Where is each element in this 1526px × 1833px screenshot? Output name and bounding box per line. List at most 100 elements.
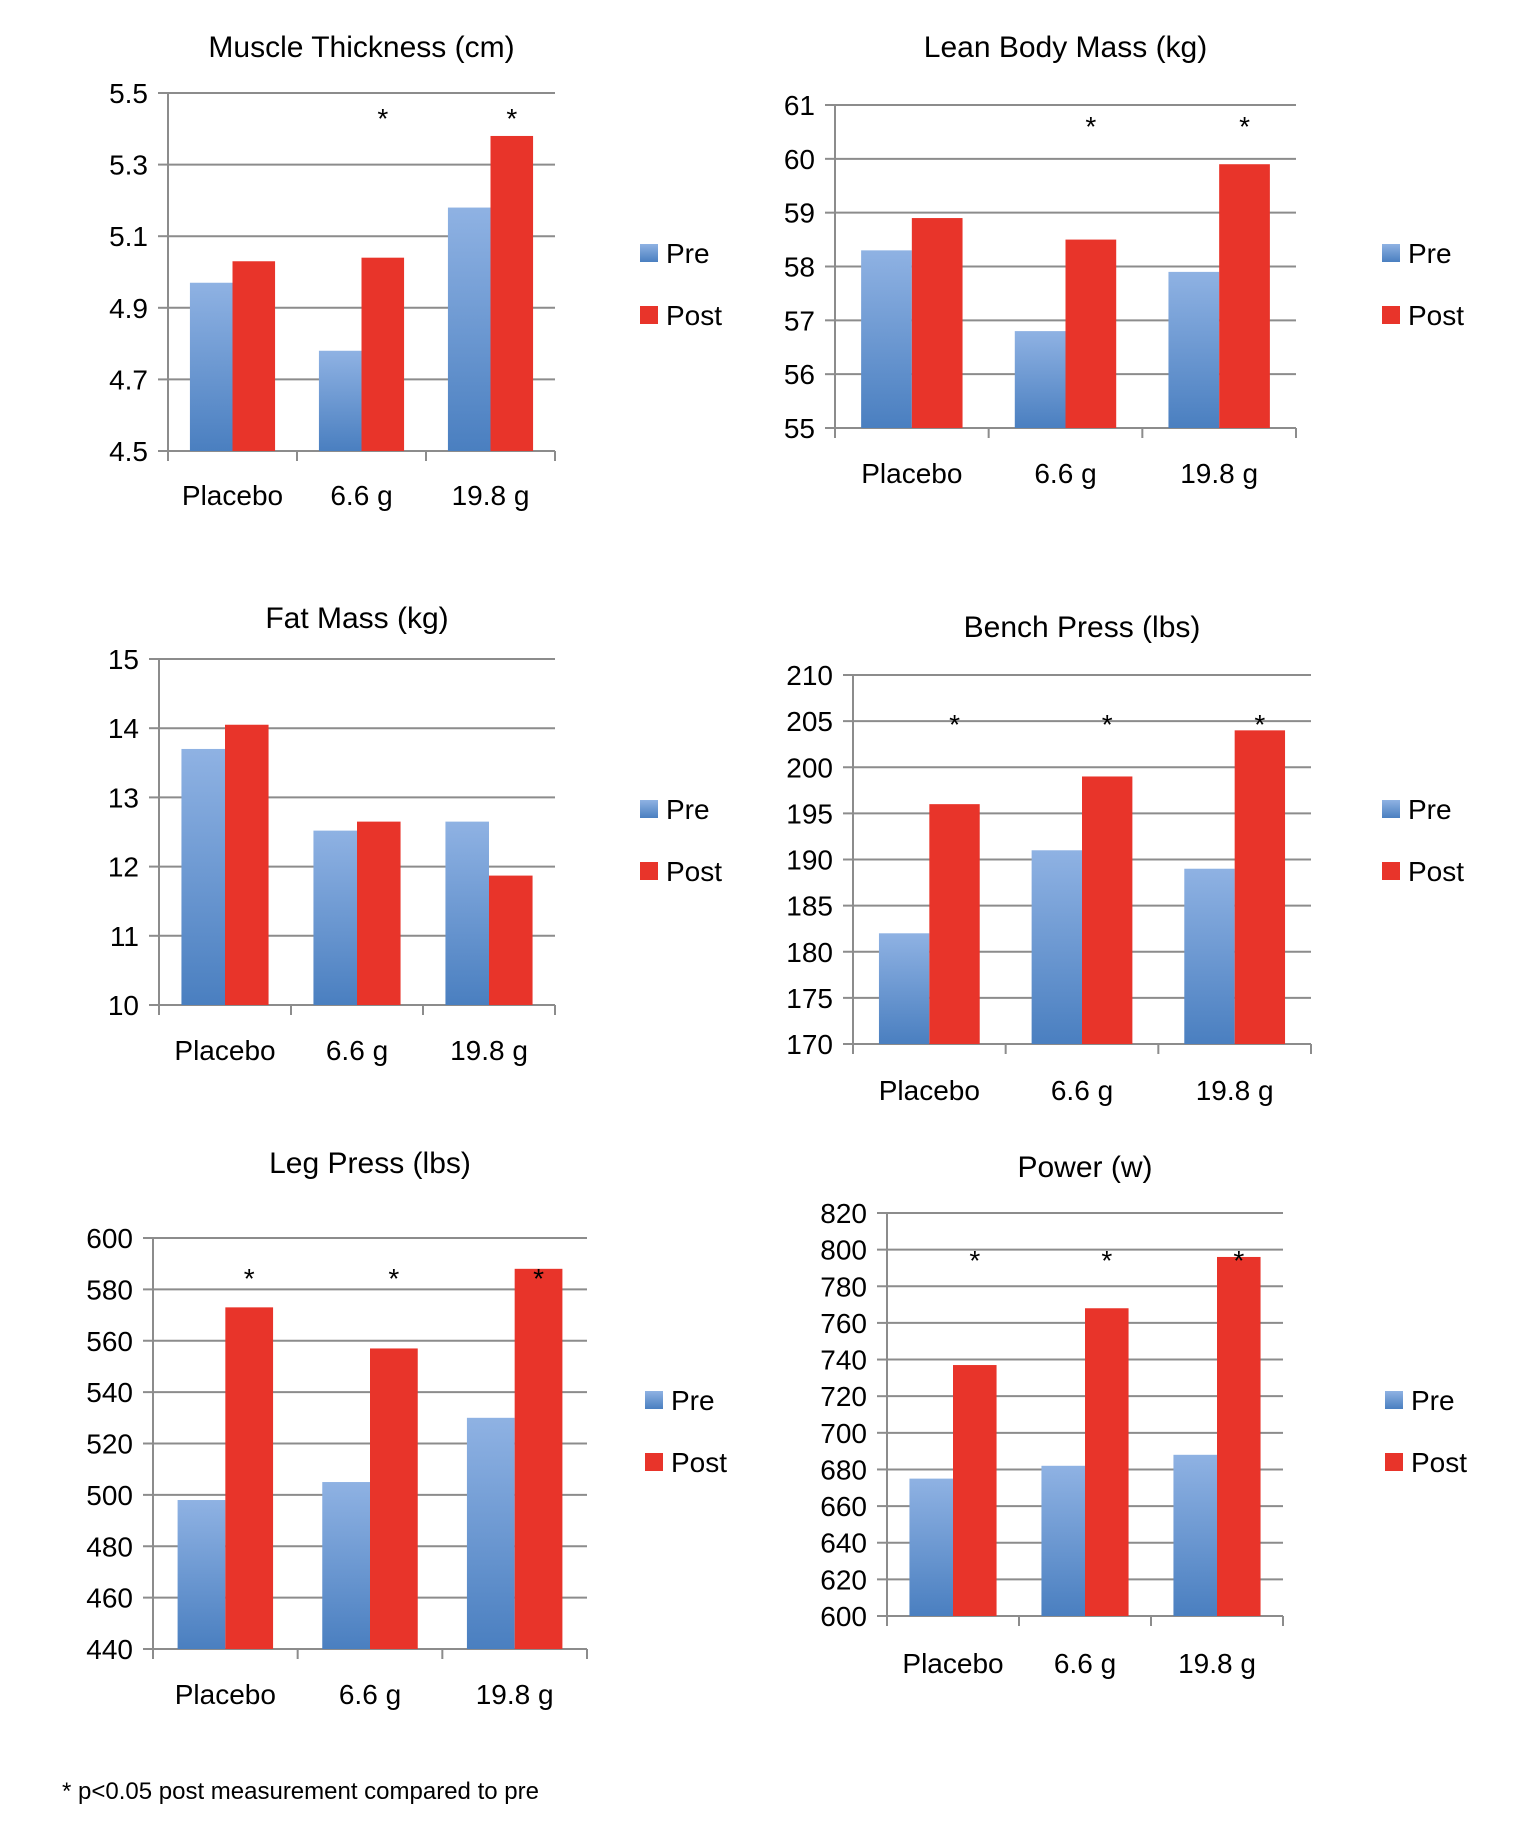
legend-label-post: Post <box>666 300 722 331</box>
y-tick-label: 680 <box>820 1454 867 1485</box>
y-tick-label: 500 <box>86 1480 133 1511</box>
x-category-label: 6.6 g <box>1054 1648 1116 1679</box>
bar-pre-3 <box>1184 868 1235 1044</box>
y-tick-label: 640 <box>820 1528 867 1559</box>
bar-pre-1 <box>189 282 233 451</box>
chart-1: Muscle Thickness (cm) 4.5 4.7 4.9 5.1 5.3 5.5 P… <box>109 31 722 511</box>
y-tick-label: 58 <box>784 252 815 283</box>
legend-label-pre: Pre <box>666 238 710 269</box>
x-category-label: 6.6 g <box>330 480 392 511</box>
bar-pre-2 <box>1041 1465 1085 1616</box>
x-category-label: 19.8 g <box>1196 1075 1274 1106</box>
y-tick-label: 620 <box>820 1564 867 1595</box>
legend-swatch-post <box>1385 1453 1403 1471</box>
y-tick-label: 14 <box>108 713 139 744</box>
x-category-label: 6.6 g <box>1034 458 1096 489</box>
bar-pre-2 <box>322 1482 370 1649</box>
y-tick-label: 5.1 <box>109 221 148 252</box>
y-tick-label: 5.3 <box>109 150 148 181</box>
bar-pre-2 <box>1031 850 1082 1044</box>
legend-swatch-pre <box>645 1391 663 1409</box>
legend-label-post: Post <box>1411 1447 1467 1478</box>
significance-star: * <box>1102 709 1113 740</box>
y-tick-label: 5.5 <box>109 78 148 109</box>
x-category-label: 19.8 g <box>1180 458 1258 489</box>
bar-pre-2 <box>313 830 357 1005</box>
significance-star: * <box>1239 111 1250 142</box>
x-category-label: Placebo <box>174 1035 275 1066</box>
y-tick-label: 210 <box>786 660 833 691</box>
x-category-label: 19.8 g <box>476 1679 554 1710</box>
chart-title: Power (w) <box>1017 1151 1152 1184</box>
significance-star: * <box>1101 1245 1112 1276</box>
bar-pre-1 <box>181 748 225 1005</box>
legend: Pre Post <box>1385 1385 1467 1478</box>
x-category-label: 6.6 g <box>326 1035 388 1066</box>
bar-post-1 <box>232 261 276 451</box>
bar-post-2 <box>1082 776 1133 1044</box>
legend-label-pre: Pre <box>1408 794 1452 825</box>
legend-swatch-pre <box>1382 244 1400 262</box>
significance-star: * <box>1085 111 1096 142</box>
chart-3: Fat Mass (kg) 10 11 12 13 14 15 Placebo 6.6 g 19.… <box>108 602 722 1066</box>
y-tick-label: 13 <box>108 782 139 813</box>
legend-swatch-pre <box>1385 1391 1403 1409</box>
chart-2: Lean Body Mass (kg) 55 56 57 58 59 60 61 Placebo… <box>784 31 1464 489</box>
bar-pre-1 <box>177 1500 226 1649</box>
x-category-label: 6.6 g <box>339 1679 401 1710</box>
legend-swatch-post <box>645 1453 663 1471</box>
legend-swatch-pre <box>1382 800 1400 818</box>
significance-star: * <box>388 1263 399 1294</box>
legend: Pre Post <box>1382 238 1464 331</box>
bar-post-2 <box>370 1348 418 1649</box>
y-tick-label: 185 <box>786 891 833 922</box>
legend-label-pre: Pre <box>671 1385 715 1416</box>
y-tick-label: 10 <box>108 990 139 1021</box>
bar-post-3 <box>1234 730 1286 1044</box>
significance-star: * <box>1254 709 1265 740</box>
significance-star: * <box>1233 1245 1244 1276</box>
legend-swatch-post <box>640 306 658 324</box>
legend-label-post: Post <box>666 856 722 887</box>
legend-label-post: Post <box>671 1447 727 1478</box>
bar-post-3 <box>514 1268 563 1649</box>
legend-label-post: Post <box>1408 856 1464 887</box>
y-tick-label: 720 <box>820 1381 867 1412</box>
x-category-label: Placebo <box>902 1648 1003 1679</box>
y-tick-label: 55 <box>784 413 815 444</box>
y-tick-label: 200 <box>786 752 833 783</box>
y-tick-label: 205 <box>786 706 833 737</box>
y-tick-label: 170 <box>786 1029 833 1060</box>
y-tick-label: 800 <box>820 1235 867 1266</box>
y-tick-label: 59 <box>784 198 815 229</box>
y-tick-label: 56 <box>784 359 815 390</box>
bar-post-1 <box>929 804 980 1044</box>
legend-label-pre: Pre <box>666 794 710 825</box>
chart-4: Bench Press (lbs) 170 175 180 185 190 195 200 20… <box>786 611 1464 1106</box>
bar-post-1 <box>225 724 269 1005</box>
y-tick-label: 700 <box>820 1418 867 1449</box>
bar-post-1 <box>225 1307 274 1649</box>
y-tick-label: 540 <box>86 1377 133 1408</box>
legend-swatch-post <box>1382 306 1400 324</box>
bar-pre-2 <box>318 350 362 451</box>
y-tick-label: 57 <box>784 305 815 336</box>
y-tick-label: 4.9 <box>109 293 148 324</box>
chart-title: Fat Mass (kg) <box>265 602 448 635</box>
x-category-label: Placebo <box>879 1075 980 1106</box>
bar-post-2 <box>361 257 405 451</box>
significance-star: * <box>533 1263 544 1294</box>
y-tick-label: 480 <box>86 1531 133 1562</box>
bar-post-2 <box>1085 1308 1129 1616</box>
y-tick-label: 60 <box>784 144 815 175</box>
y-tick-label: 580 <box>86 1274 133 1305</box>
bar-pre-2 <box>1014 331 1066 428</box>
bar-pre-3 <box>1173 1454 1217 1616</box>
y-tick-label: 12 <box>108 852 139 883</box>
significance-star: * <box>949 709 960 740</box>
y-tick-label: 190 <box>786 845 833 876</box>
legend: Pre Post <box>640 238 722 331</box>
footnote-text: * p<0.05 post measurement compared to pr… <box>62 1778 539 1805</box>
y-tick-label: 4.5 <box>109 436 148 467</box>
